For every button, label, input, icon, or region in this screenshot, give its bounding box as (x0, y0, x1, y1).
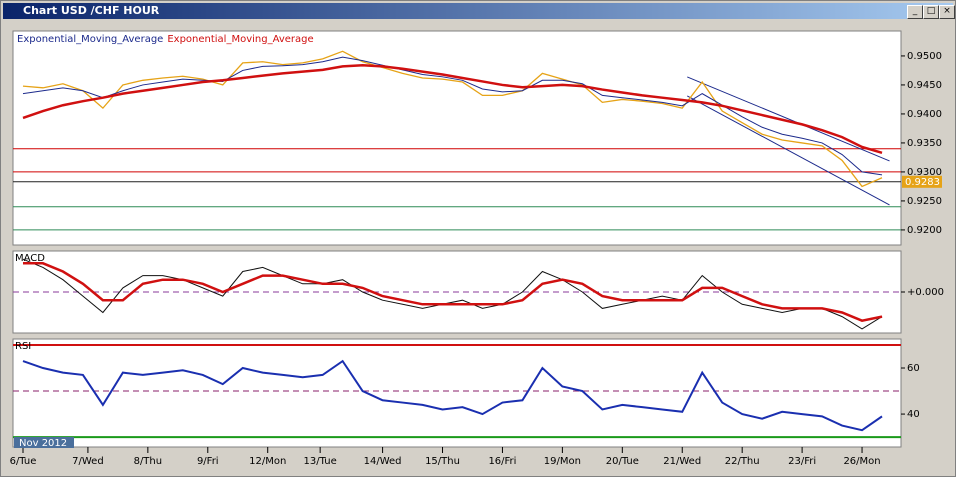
x-tick-label: 6/Tue (10, 456, 37, 467)
window-title: Chart USD /CHF HOUR (23, 4, 160, 17)
y-tick-label: +0.000 (907, 287, 944, 298)
x-tick-label: 13/Tue (304, 456, 337, 467)
x-tick-label: 20/Tue (606, 456, 639, 467)
x-tick-label: 16/Fri (488, 456, 516, 467)
panel-title: MACD (15, 253, 45, 264)
x-tick-label: 14/Wed (364, 456, 402, 467)
series-line (22, 56, 883, 176)
series-line (22, 258, 883, 330)
y-tick-label: 40 (907, 409, 920, 420)
series-line (22, 50, 883, 188)
last-price-box (902, 175, 942, 188)
series-line (22, 359, 883, 432)
title-bar: Chart USD /CHF HOUR _ □ × (3, 3, 955, 19)
x-tick-label: 22/Thu (725, 456, 760, 467)
x-tick-label: 15/Thu (425, 456, 460, 467)
y-tick-label: 0.9450 (907, 80, 942, 91)
y-tick-label: 0.9350 (907, 138, 942, 149)
x-tick-label: 19/Mon (544, 456, 581, 467)
x-tick-label: 23/Fri (788, 456, 816, 467)
y-tick-label: 0.9250 (907, 196, 942, 207)
x-tick-label: 26/Mon (843, 456, 880, 467)
y-tick-label: 0.9300 (907, 167, 942, 178)
y-tick-label: 0.9400 (907, 109, 942, 120)
legend-entry: Exponential_Moving_Average (167, 34, 313, 45)
panel-title: RSI (15, 341, 31, 352)
y-tick-label: 0.9500 (907, 51, 942, 62)
trend-line (687, 76, 890, 162)
minimize-button[interactable]: _ (907, 5, 923, 19)
close-button[interactable]: × (939, 5, 955, 19)
plot-area (12, 338, 902, 448)
plot-area (12, 30, 902, 246)
chart: 0.9500 0.9450 0.9400 0.9350 0.9300 0.9250 0.92… (10, 30, 944, 467)
series-line (22, 262, 883, 323)
x-tick-label: 12/Mon (249, 456, 286, 467)
period-label: Nov 2012 (19, 438, 67, 449)
x-tick-label: 8/Thu (134, 456, 163, 467)
maximize-button[interactable]: □ (923, 5, 939, 19)
trend-line (687, 95, 890, 206)
y-tick-label: 60 (907, 363, 920, 374)
y-tick-label: 0.9200 (907, 225, 942, 236)
period-box (14, 437, 74, 448)
x-tick-label: 7/Wed (72, 456, 104, 467)
x-tick-label: 21/Wed (663, 456, 701, 467)
legend-entry: Exponential_Moving_Average (17, 34, 163, 45)
series-line (22, 63, 883, 154)
last-price-label: 0.9283 (905, 177, 940, 188)
x-tick-label: 9/Fri (197, 456, 219, 467)
